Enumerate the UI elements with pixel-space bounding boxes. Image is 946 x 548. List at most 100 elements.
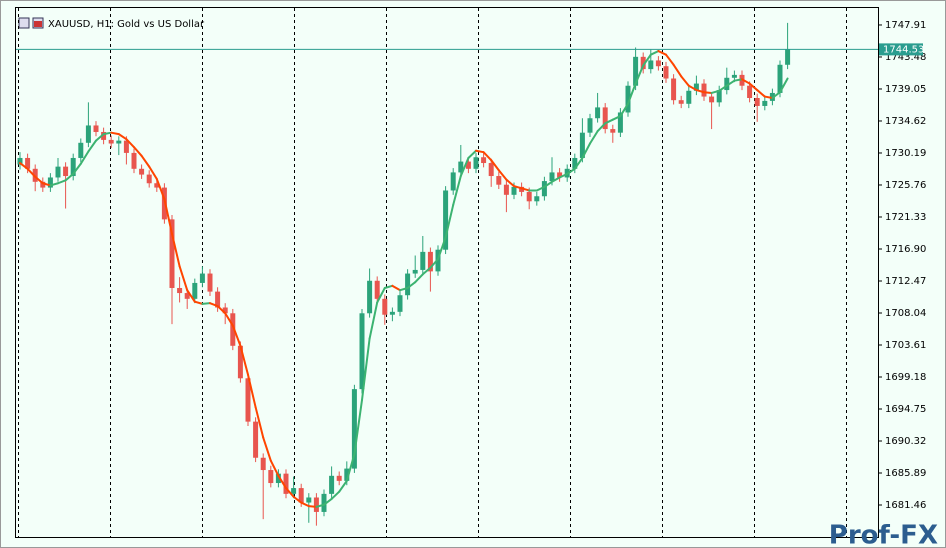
indicator-line — [399, 286, 409, 292]
candle-body — [754, 98, 760, 106]
y-tick-label: 1730.19 — [885, 148, 926, 159]
indicator-line — [209, 302, 219, 308]
candle-body — [473, 157, 479, 169]
y-tick-label: 1712.47 — [885, 276, 926, 287]
indicator-line — [611, 115, 622, 121]
indicator-line — [148, 165, 158, 180]
candle-body — [427, 251, 433, 272]
indicator-line — [558, 172, 569, 179]
candle-body — [329, 475, 335, 494]
indicator-line — [34, 175, 44, 185]
indicator-line — [497, 169, 508, 181]
candle-body — [275, 473, 281, 484]
indicator-line — [133, 146, 143, 157]
candle-body — [686, 90, 692, 104]
candle-body — [154, 183, 160, 188]
candle-body — [519, 186, 525, 192]
candle-body — [595, 107, 601, 119]
indicator-line — [186, 289, 196, 303]
indicator-line — [26, 167, 37, 178]
candle-body — [321, 493, 327, 512]
indicator-line — [649, 50, 660, 56]
candle-body — [253, 421, 259, 458]
candle-body — [511, 186, 517, 195]
indicator-line — [437, 236, 447, 261]
candle-body — [716, 90, 722, 103]
watermark: Prof-FX — [829, 521, 938, 548]
indicator-line — [307, 505, 318, 508]
candle-body — [526, 191, 532, 202]
indicator-line — [368, 301, 379, 340]
indicator-line — [247, 373, 257, 409]
indicator-line — [665, 53, 675, 66]
indicator-line — [475, 149, 485, 154]
indicator-line — [269, 459, 280, 477]
indicator-line — [756, 89, 766, 98]
candle-body — [108, 139, 114, 144]
candle-body — [488, 163, 494, 177]
candle-body — [671, 78, 677, 101]
indicator-line — [330, 490, 341, 500]
indicator-line — [657, 50, 667, 56]
indicator-line — [459, 156, 470, 178]
candle-body — [336, 475, 342, 481]
plot-frame — [15, 7, 879, 538]
candle-body — [541, 181, 547, 197]
indicator-line — [513, 185, 523, 190]
candle-body — [215, 291, 221, 308]
candle-body — [268, 470, 274, 484]
candle-body — [85, 125, 91, 143]
y-tick-label: 1699.18 — [885, 372, 926, 383]
candle-body — [587, 118, 593, 133]
indicator-line — [452, 175, 462, 206]
indicator-line — [193, 300, 204, 305]
candle-body — [359, 313, 365, 390]
candle-body — [47, 177, 53, 188]
indicator-line — [285, 487, 295, 498]
indicator-line — [383, 284, 394, 289]
indicator-line — [414, 273, 424, 284]
candle-body — [139, 168, 145, 175]
candle-body — [785, 49, 791, 65]
indicator-line — [680, 75, 690, 87]
candle-body — [367, 280, 373, 314]
candle-body — [602, 107, 608, 130]
indicator-line — [277, 474, 287, 490]
candle-body — [177, 287, 183, 294]
candle-body — [116, 140, 122, 144]
indicator-line — [102, 131, 113, 136]
candle-body — [420, 251, 426, 270]
candle-body — [25, 157, 31, 169]
candle-body — [291, 488, 297, 494]
indicator-line — [323, 497, 333, 506]
candle-body — [207, 273, 213, 292]
candle-body — [655, 60, 661, 67]
candle-body — [199, 273, 205, 283]
indicator-line — [467, 149, 477, 159]
indicator-line — [163, 198, 173, 235]
candle-body — [230, 313, 236, 346]
indicator-line — [155, 177, 166, 201]
candle-body — [503, 184, 509, 195]
indicator-line — [551, 176, 561, 183]
candle-body — [610, 129, 616, 133]
candle-body — [678, 100, 684, 104]
candle-body — [648, 60, 654, 70]
y-tick-label: 1734.62 — [885, 116, 926, 127]
candle-body — [405, 273, 411, 296]
indicator-line — [710, 89, 721, 94]
indicator-line — [110, 131, 120, 136]
candle-body — [222, 307, 228, 314]
indicator-line — [482, 151, 493, 162]
indicator-line — [224, 312, 234, 327]
indicator-line — [718, 84, 728, 92]
y-tick-label: 1708.04 — [885, 308, 926, 319]
indicator-line — [520, 187, 531, 192]
candle-body — [40, 181, 46, 188]
candle-body — [557, 172, 563, 178]
candle-body — [465, 161, 471, 169]
candle-body — [78, 142, 84, 158]
indicator-line — [733, 78, 743, 82]
